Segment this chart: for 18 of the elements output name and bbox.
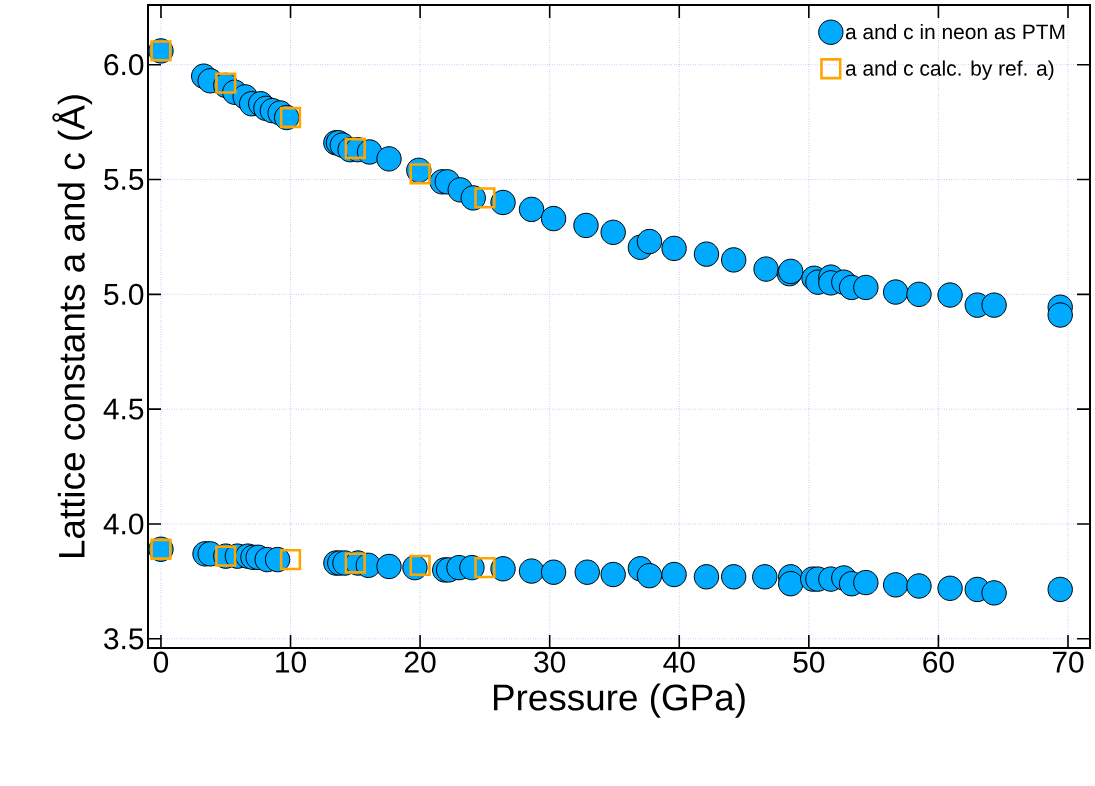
x-tick-label: 20	[404, 651, 436, 673]
x-tick-label: 50	[793, 651, 825, 673]
legend-label: a and c calc. by ref. a)	[845, 60, 1054, 80]
x-tick-label: 40	[663, 651, 695, 673]
legend-label: a and c in neon as PTM	[845, 23, 1065, 40]
x-tick-label: 70	[1052, 651, 1084, 673]
x-tick-label: 10	[276, 651, 306, 673]
y-tick-label: 3.5	[104, 628, 144, 650]
y-tick-label: 4.0	[103, 513, 144, 535]
y-tick-label: 5.0	[104, 283, 144, 305]
y-tick-label: 4.5	[103, 398, 144, 420]
y-tick-label: 6.0	[104, 54, 144, 76]
x-tick-label: 60	[923, 651, 954, 673]
x-tick-label: 30	[534, 651, 566, 673]
y-axis-title: Lattice constants a and c (Å)	[52, 95, 93, 558]
y-tick-label: 5.5	[104, 169, 144, 190]
x-tick-label: 0	[153, 651, 169, 673]
x-axis-title: Pressure (GPa)	[494, 683, 745, 718]
